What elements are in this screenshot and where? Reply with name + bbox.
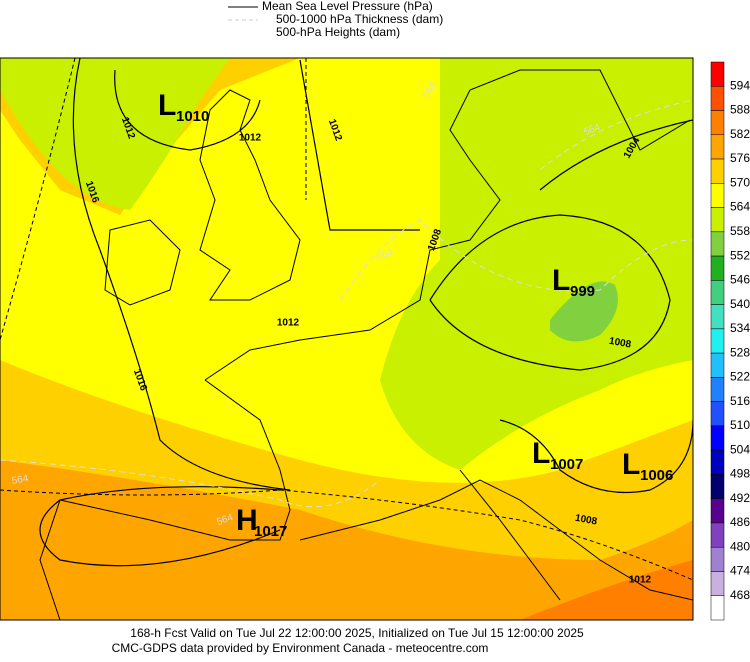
center-value: 1006: [640, 467, 673, 484]
colorbar-cell: [710, 280, 725, 305]
center-letter: L: [552, 264, 570, 297]
colorbar-cell: [710, 474, 725, 499]
height-lines: [0, 58, 693, 581]
colorbar-cell: [710, 377, 725, 402]
colorbar-label: 510: [730, 418, 750, 432]
colorbar-cell: [710, 134, 725, 160]
colorbar-label: 492: [730, 491, 750, 505]
isobars: [39, 58, 693, 567]
field-564: [0, 58, 230, 210]
colorbar-label: 564: [730, 200, 750, 214]
colorbar-cell: [710, 498, 725, 524]
colorbar-label: 540: [730, 297, 750, 311]
colorbar-label: 474: [730, 564, 750, 578]
center-letter: L: [158, 89, 176, 122]
colorbar-label: 534: [730, 321, 750, 335]
colorbar-cell: [710, 328, 725, 354]
colorbar-label: 576: [730, 151, 750, 165]
colorbar-cell: [710, 110, 725, 136]
colorbar-cell: [710, 61, 725, 87]
colorbar-label: 570: [730, 175, 750, 189]
colorbar-label: 546: [730, 273, 750, 287]
colorbar-label: 588: [730, 103, 750, 117]
colorbar-cell: [710, 401, 725, 427]
thickness-lines: [0, 99, 693, 508]
contour-label: 564: [11, 473, 30, 487]
colorbar-label: 528: [730, 345, 750, 359]
colorbar-label: 552: [730, 248, 750, 262]
colorbar-label: 582: [730, 127, 750, 141]
field-588: [520, 560, 693, 620]
map-frame: [0, 57, 694, 621]
contour-label: 1008: [608, 336, 632, 351]
legend-text: 500-1000 hPa Thickness (dam): [276, 12, 443, 26]
contour-label: 1012: [629, 575, 652, 586]
field-558: [550, 281, 618, 342]
colorbar-cell: [710, 304, 725, 330]
colorbar-cell: [710, 183, 725, 208]
colorbar-label: 504: [730, 442, 750, 456]
colorbar-cell: [710, 571, 725, 596]
colorbar-cell: [710, 255, 725, 281]
colorbar-cell: [710, 522, 725, 548]
field-564: [380, 58, 693, 470]
center-letter: H: [236, 504, 258, 537]
colorbar-label: 594: [730, 78, 750, 92]
colorbar-label: 516: [730, 394, 750, 408]
colorbar-label: 480: [730, 539, 750, 553]
field-582: [0, 460, 693, 620]
colorbar-cell: [710, 352, 725, 378]
colorbar-label: 558: [730, 224, 750, 238]
legend-text: 500-hPa Heights (dam): [276, 25, 400, 39]
colorbar-cell: [710, 158, 725, 184]
colorbar-label: 498: [730, 467, 750, 481]
contour-label: 1008: [574, 513, 598, 528]
colorbar-cell: [710, 546, 725, 572]
colorbar-label: 486: [730, 515, 750, 529]
colorbar-cell: [710, 86, 725, 111]
footer-text: 168-h Fcst Valid on Tue Jul 22 12:00:00 …: [130, 626, 584, 640]
colorbar-label: 522: [730, 370, 750, 384]
center-value: 999: [570, 283, 595, 300]
center-letter: L: [532, 437, 550, 470]
center-value: 1010: [176, 108, 209, 125]
colorbar-cell: [710, 425, 725, 451]
colorbar: 594 588 582 576 570 564 558 552 546 540 534 528 522 5…: [710, 61, 750, 621]
legend: Mean Sea Level Pressure (hPa) 500-1000 h…: [228, 0, 443, 39]
footer-text: CMC-GDPS data provided by Environment Ca…: [112, 641, 489, 655]
colorbar-cell: [710, 231, 725, 257]
legend-text: Mean Sea Level Pressure (hPa): [262, 0, 433, 13]
center-value: 1007: [550, 456, 583, 473]
contour-label: 1012: [239, 133, 262, 144]
colorbar-cell: [710, 449, 725, 475]
colorbar-cell: [710, 207, 725, 233]
colorbar-label: 468: [730, 588, 750, 602]
contour-label: 1012: [277, 318, 300, 329]
colorbar-cell: [710, 595, 725, 621]
center-letter: L: [622, 448, 640, 481]
center-value: 1017: [254, 523, 287, 540]
